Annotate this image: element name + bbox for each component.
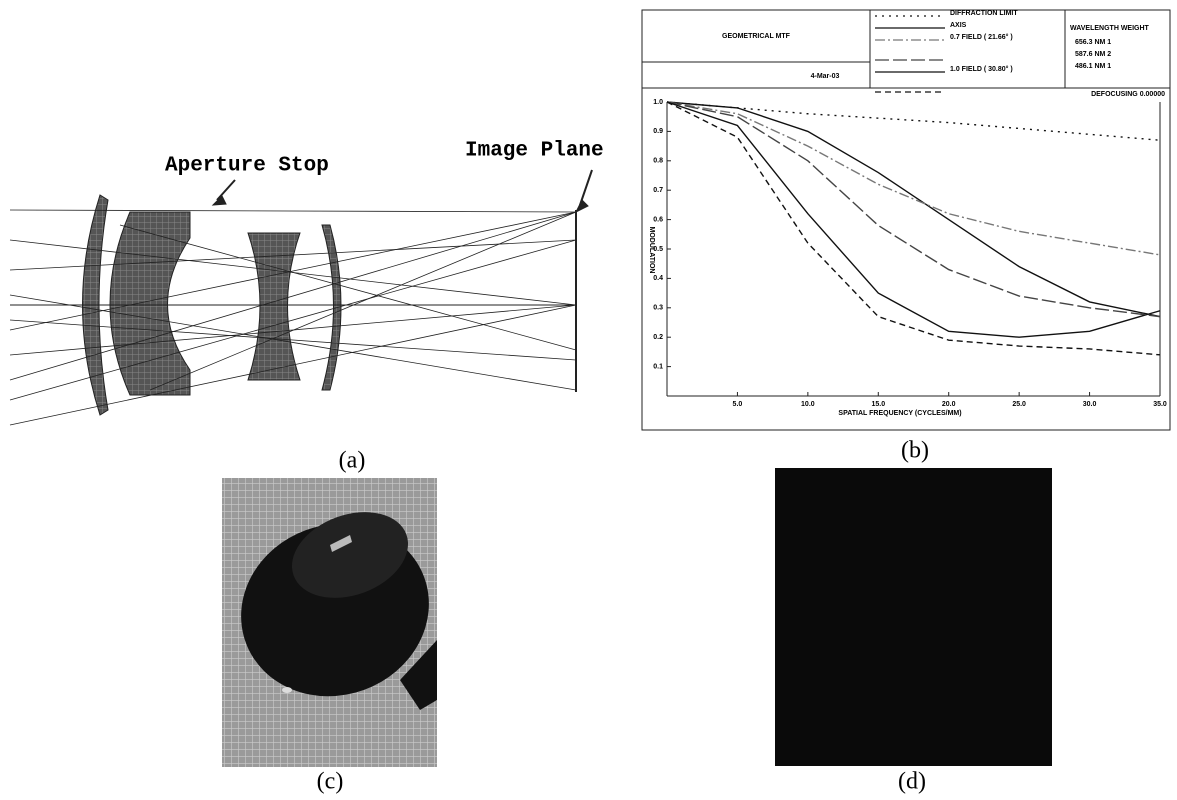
chart-frame [641, 9, 1171, 431]
wavelength: 656.3 NM 1 [1075, 39, 1111, 46]
x-tick-label: 25.0 [1012, 401, 1026, 408]
y-tick-label: 0.8 [653, 158, 663, 165]
y-tick-label: 0.3 [653, 305, 663, 312]
date: 4-Mar-03 [811, 73, 840, 80]
line [666, 101, 1161, 356]
x-tick-label: 30.0 [1083, 401, 1097, 408]
line [666, 101, 1161, 256]
line [666, 101, 1161, 318]
chart-title: GEOMETRICAL MTF [722, 33, 791, 40]
x-tick-label: 10.0 [801, 401, 815, 408]
legend-label: DIFFRACTION LIMIT [950, 10, 1018, 17]
legend-label: 1.0 FIELD ( 30.80° ) [950, 65, 1013, 73]
x-tick-label: 20.0 [942, 401, 956, 408]
lens-photo [241, 512, 437, 710]
y-axis-label: MODULATION [648, 227, 655, 274]
y-tick-label: 0.2 [653, 334, 663, 341]
x-tick-label: 15.0 [871, 401, 885, 408]
x-tick-label: 5.0 [733, 401, 743, 408]
caption: (a) [339, 448, 366, 474]
y-tick-label: 0.1 [653, 363, 663, 370]
y-tick-label: 0.5 [653, 246, 663, 253]
y-tick-label: 0.6 [653, 216, 663, 223]
y-tick-label: 1.0 [653, 99, 663, 106]
y-tick-label: 0.4 [653, 275, 663, 282]
y-tick-label: 0.7 [653, 187, 663, 194]
caption: (d) [898, 769, 926, 795]
defocusing: DEFOCUSING 0.00000 [1091, 91, 1165, 98]
annotation: Aperture Stop [165, 155, 329, 178]
caption: (c) [317, 769, 344, 795]
legend-label: AXIS [950, 22, 967, 29]
line [666, 101, 1161, 318]
line [666, 101, 1161, 338]
wavelength: 486.1 NM 1 [1075, 63, 1111, 70]
y-tick-label: 0.9 [653, 128, 663, 135]
wavelength-header: WAVELENGTH WEIGHT [1070, 25, 1150, 32]
legend-label: 0.7 FIELD ( 21.66° ) [950, 33, 1013, 41]
x-axis-label: SPATIAL FREQUENCY (CYCLES/MM) [838, 410, 961, 417]
caption: (b) [901, 438, 929, 464]
annotation: Image Plane [465, 140, 604, 163]
image [775, 468, 1052, 766]
lens-diagram [9, 169, 593, 426]
line [666, 101, 1161, 141]
x-tick-label: 35.0 [1153, 401, 1167, 408]
wavelength: 587.6 NM 2 [1075, 51, 1111, 58]
